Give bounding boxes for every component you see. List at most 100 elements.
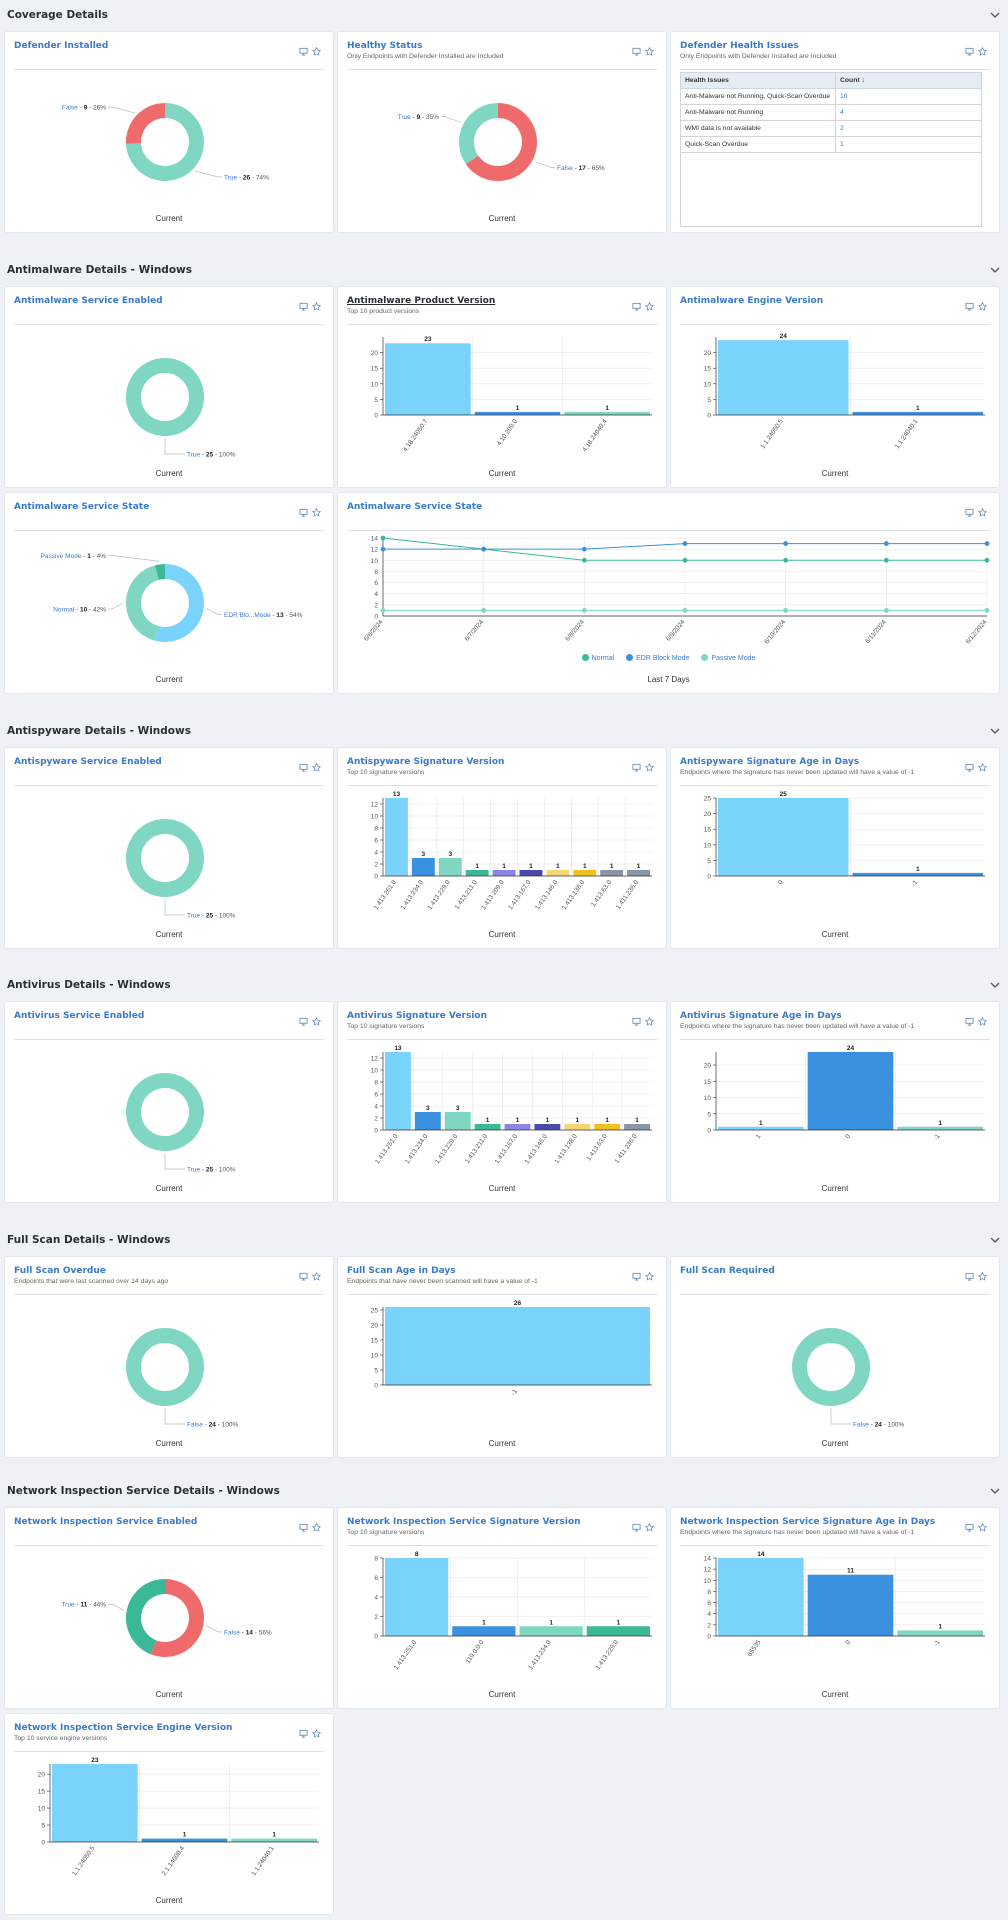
count-cell[interactable]: 10 xyxy=(836,89,982,105)
data-point[interactable] xyxy=(884,558,889,563)
chevron-down-icon[interactable] xyxy=(989,9,1001,21)
bar[interactable] xyxy=(505,1124,531,1130)
pie-slice[interactable] xyxy=(459,103,498,164)
bar[interactable] xyxy=(385,343,471,415)
bar[interactable] xyxy=(385,1052,411,1130)
bar[interactable] xyxy=(475,412,561,415)
bar[interactable] xyxy=(412,858,435,876)
data-point[interactable] xyxy=(884,541,889,546)
x-tick-label: 1.413.251.0 xyxy=(374,1133,400,1165)
data-point[interactable] xyxy=(582,608,587,613)
pie-slice[interactable] xyxy=(134,1336,197,1399)
pie-slice[interactable] xyxy=(134,1081,197,1144)
data-point[interactable] xyxy=(985,608,990,613)
legend-item[interactable]: Passive Mode xyxy=(701,654,755,662)
bar[interactable] xyxy=(573,870,596,876)
bar[interactable] xyxy=(853,412,984,415)
bar[interactable] xyxy=(231,1839,317,1842)
card-title[interactable]: Defender Health Issues xyxy=(680,41,799,51)
data-point[interactable] xyxy=(985,558,990,563)
bar[interactable] xyxy=(594,1124,620,1130)
pie-slice[interactable] xyxy=(126,103,165,144)
bar[interactable] xyxy=(385,798,408,876)
bar[interactable] xyxy=(718,1127,804,1130)
pie-slice[interactable] xyxy=(134,366,197,429)
bar[interactable] xyxy=(853,873,984,876)
bar[interactable] xyxy=(808,1575,894,1636)
data-point[interactable] xyxy=(582,547,587,552)
y-tick-label: 0 xyxy=(707,413,711,420)
section-header-network[interactable]: Network Inspection Service Details - Win… xyxy=(0,1476,1008,1506)
data-point[interactable] xyxy=(683,541,688,546)
data-point[interactable] xyxy=(381,536,386,541)
count-cell[interactable]: 4 xyxy=(836,105,982,121)
pie-slice[interactable] xyxy=(134,827,197,890)
column-header-count[interactable]: Count ↓ xyxy=(836,73,982,89)
bar[interactable] xyxy=(439,858,462,876)
star-icon[interactable] xyxy=(978,47,987,56)
bar[interactable] xyxy=(564,1124,590,1130)
bar[interactable] xyxy=(493,870,516,876)
chevron-down-icon[interactable] xyxy=(989,264,1001,276)
bar[interactable] xyxy=(385,1558,448,1636)
section-header-antimalware[interactable]: Antimalware Details - Windows xyxy=(0,255,1008,285)
pie-slice[interactable] xyxy=(800,1336,863,1399)
bar[interactable] xyxy=(587,1626,650,1636)
data-point[interactable] xyxy=(381,608,386,613)
legend-item[interactable]: EDR Block Mode xyxy=(626,654,689,662)
bar[interactable] xyxy=(718,798,849,876)
legend-item[interactable]: Normal xyxy=(582,654,615,662)
bar[interactable] xyxy=(564,412,650,415)
count-cell[interactable]: 1 xyxy=(836,137,982,153)
bar[interactable] xyxy=(445,1112,471,1130)
data-point[interactable] xyxy=(481,608,486,613)
x-tick-label: 1.413.234.0 xyxy=(400,879,426,911)
chevron-down-icon[interactable] xyxy=(989,979,1001,991)
bar[interactable] xyxy=(627,870,650,876)
bar[interactable] xyxy=(52,1764,138,1842)
data-point[interactable] xyxy=(783,558,788,563)
bar[interactable] xyxy=(452,1626,515,1636)
bar[interactable] xyxy=(808,1052,894,1130)
bar[interactable] xyxy=(897,1630,983,1636)
bar[interactable] xyxy=(475,1124,501,1130)
section-header-antispyware[interactable]: Antispyware Details - Windows xyxy=(0,716,1008,746)
data-point[interactable] xyxy=(884,608,889,613)
bar[interactable] xyxy=(466,870,489,876)
pie-slice[interactable] xyxy=(126,565,159,640)
bar[interactable] xyxy=(546,870,569,876)
y-tick-label: 20 xyxy=(38,1772,46,1779)
bar-value-label: 1 xyxy=(637,863,641,870)
data-point[interactable] xyxy=(381,547,386,552)
monitor-icon[interactable] xyxy=(965,47,974,56)
y-tick-label: 4 xyxy=(374,1595,378,1602)
data-point[interactable] xyxy=(683,608,688,613)
chevron-down-icon[interactable] xyxy=(989,725,1001,737)
bar[interactable] xyxy=(520,870,543,876)
data-point[interactable] xyxy=(783,608,788,613)
bar-value-label: 1 xyxy=(272,1832,276,1839)
bar[interactable] xyxy=(385,1307,650,1385)
bar[interactable] xyxy=(415,1112,441,1130)
section-header-fullscan[interactable]: Full Scan Details - Windows xyxy=(0,1225,1008,1255)
data-point[interactable] xyxy=(985,541,990,546)
bar[interactable] xyxy=(624,1124,650,1130)
count-cell[interactable]: 2 xyxy=(836,121,982,137)
data-point[interactable] xyxy=(683,558,688,563)
section-header-antivirus[interactable]: Antivirus Details - Windows xyxy=(0,970,1008,1000)
bar[interactable] xyxy=(897,1127,983,1130)
bar[interactable] xyxy=(718,340,849,415)
bar[interactable] xyxy=(534,1124,560,1130)
data-point[interactable] xyxy=(481,547,486,552)
data-point[interactable] xyxy=(582,558,587,563)
bar[interactable] xyxy=(600,870,623,876)
bar[interactable] xyxy=(718,1558,804,1636)
chevron-down-icon[interactable] xyxy=(989,1485,1001,1497)
bar[interactable] xyxy=(520,1626,583,1636)
chevron-down-icon[interactable] xyxy=(989,1234,1001,1246)
data-point[interactable] xyxy=(783,541,788,546)
section-header-coverage[interactable]: Coverage Details xyxy=(0,0,1008,30)
column-header-health-issues[interactable]: Health Issues xyxy=(681,73,836,89)
y-tick-label: 10 xyxy=(704,842,712,849)
bar[interactable] xyxy=(142,1839,228,1842)
